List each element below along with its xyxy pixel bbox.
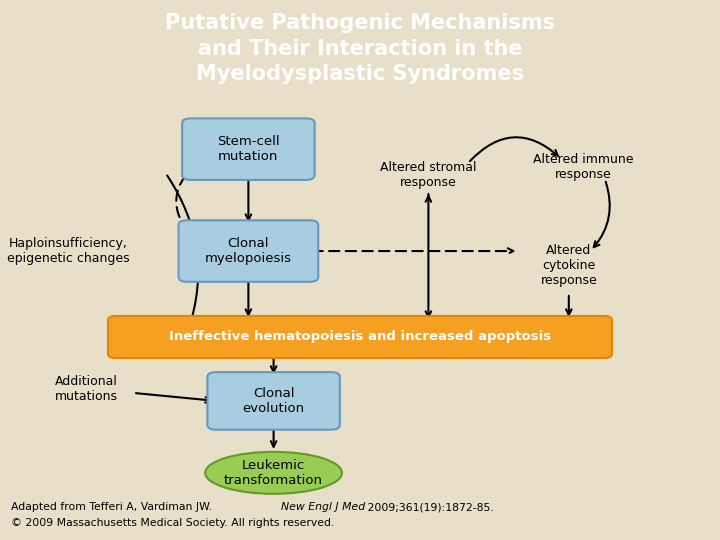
Text: Ineffective hematopoiesis and increased apoptosis: Ineffective hematopoiesis and increased … — [169, 330, 551, 343]
Text: Clonal
evolution: Clonal evolution — [243, 387, 305, 415]
FancyBboxPatch shape — [207, 372, 340, 430]
Text: Putative Pathogenic Mechanisms
and Their Interaction in the
Myelodysplastic Synd: Putative Pathogenic Mechanisms and Their… — [165, 13, 555, 84]
Text: Altered
cytokine
response: Altered cytokine response — [541, 244, 597, 287]
Text: Stem-cell
mutation: Stem-cell mutation — [217, 135, 279, 163]
Text: New Engl J Med: New Engl J Med — [281, 502, 365, 512]
FancyBboxPatch shape — [108, 316, 612, 358]
Text: Clonal
myelopoiesis: Clonal myelopoiesis — [205, 237, 292, 265]
Text: Altered immune
response: Altered immune response — [533, 153, 634, 181]
Text: Altered stromal
response: Altered stromal response — [380, 161, 477, 189]
Text: Haploinsufficiency,
epigenetic changes: Haploinsufficiency, epigenetic changes — [7, 237, 130, 265]
Text: Adapted from Tefferi A, Vardiman JW.: Adapted from Tefferi A, Vardiman JW. — [11, 502, 215, 512]
Text: © 2009 Massachusetts Medical Society. All rights reserved.: © 2009 Massachusetts Medical Society. Al… — [11, 518, 334, 529]
Text: 2009;361(19):1872-85.: 2009;361(19):1872-85. — [364, 502, 493, 512]
FancyBboxPatch shape — [182, 118, 315, 180]
Ellipse shape — [205, 452, 342, 494]
FancyBboxPatch shape — [179, 220, 318, 282]
Text: Leukemic
transformation: Leukemic transformation — [224, 459, 323, 487]
Text: Additional
mutations: Additional mutations — [55, 375, 118, 403]
